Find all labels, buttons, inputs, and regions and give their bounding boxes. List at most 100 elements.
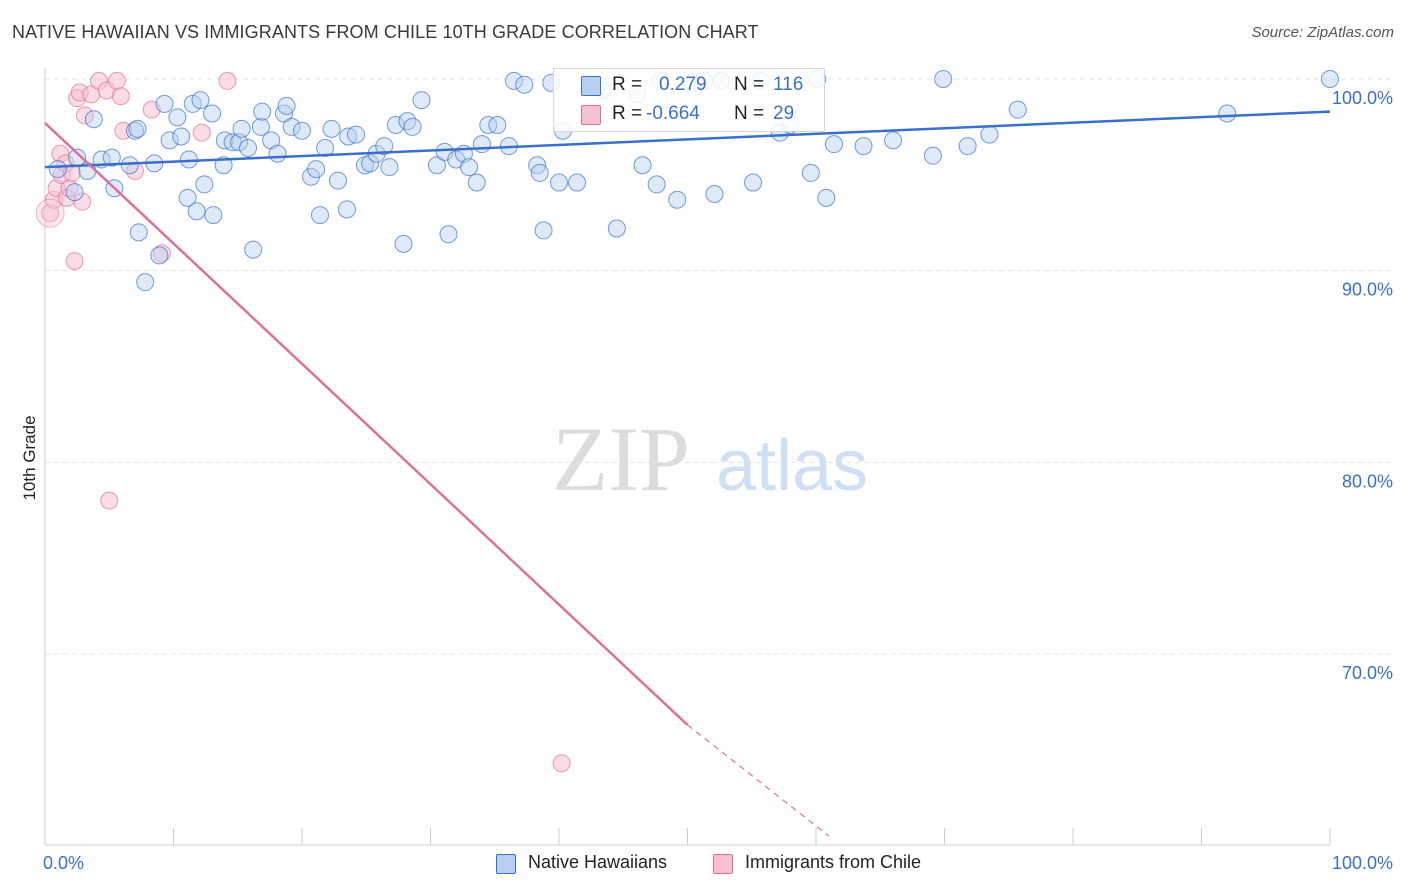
data-point-hawaiian bbox=[120, 156, 139, 175]
grid-layer bbox=[45, 78, 1392, 655]
data-point-hawaiian bbox=[884, 131, 903, 150]
data-point-hawaiian bbox=[398, 112, 417, 131]
data-point-hawaiian bbox=[647, 175, 666, 194]
data-point-hawaiian bbox=[160, 131, 179, 150]
data-point-chile bbox=[192, 123, 211, 142]
data-point-chile bbox=[552, 754, 571, 773]
data-point-hawaiian bbox=[488, 116, 507, 134]
data-point-chile bbox=[35, 198, 65, 228]
data-point-chile bbox=[218, 71, 237, 90]
data-point-hawaiian bbox=[1218, 104, 1237, 123]
data-point-hawaiian bbox=[232, 119, 251, 138]
data-point-hawaiian bbox=[65, 183, 84, 202]
legend-r-label: R = bbox=[612, 74, 643, 95]
data-point-hawaiian bbox=[439, 225, 458, 244]
data-point-hawaiian bbox=[307, 160, 326, 179]
chart-title: NATIVE HAWAIIAN VS IMMIGRANTS FROM CHILE… bbox=[12, 22, 759, 42]
y-tick-label: 100.0% bbox=[1332, 88, 1393, 108]
data-point-hawaiian bbox=[293, 121, 311, 140]
bottom-legend-swatch-pink bbox=[713, 854, 733, 874]
data-point-chile bbox=[107, 71, 126, 90]
data-point-hawaiian bbox=[239, 139, 258, 157]
data-point-hawaiian bbox=[958, 137, 977, 156]
data-point-chile bbox=[73, 192, 92, 211]
axis-layer bbox=[44, 68, 1331, 846]
legend-swatch-blue bbox=[581, 76, 601, 96]
data-point-hawaiian bbox=[607, 219, 626, 238]
watermark-atlas: atlas bbox=[716, 426, 868, 506]
data-point-hawaiian bbox=[214, 156, 233, 175]
data-point-hawaiian bbox=[150, 246, 169, 265]
data-point-hawaiian bbox=[505, 71, 524, 90]
y-tick-label: 70.0% bbox=[1342, 663, 1393, 683]
data-point-hawaiian bbox=[854, 137, 873, 156]
bottom-legend-label: Native Hawaiians bbox=[528, 852, 668, 872]
data-point-hawaiian bbox=[530, 163, 549, 182]
data-point-hawaiian bbox=[412, 91, 431, 110]
data-point-hawaiian bbox=[328, 171, 347, 190]
data-point-hawaiian bbox=[172, 127, 191, 146]
data-point-hawaiian bbox=[361, 154, 380, 173]
series-chile-points bbox=[35, 71, 571, 773]
trend-line-hawaiians bbox=[44, 110, 1331, 169]
data-point-hawaiian bbox=[923, 146, 942, 165]
data-point-hawaiian bbox=[1321, 70, 1339, 88]
legend-n-value: 116 bbox=[773, 74, 804, 95]
data-point-chile bbox=[111, 87, 130, 106]
data-point-chile bbox=[75, 106, 94, 125]
data-point-hawaiian bbox=[567, 173, 586, 192]
y-tick-label: 80.0% bbox=[1342, 471, 1393, 491]
data-point-hawaiian bbox=[744, 173, 763, 192]
data-point-hawaiian bbox=[980, 125, 999, 144]
source-label: Source: ZipAtlas.com bbox=[1251, 24, 1394, 41]
data-point-hawaiian bbox=[251, 117, 270, 136]
data-point-hawaiian bbox=[125, 121, 144, 140]
data-point-hawaiian bbox=[668, 190, 687, 209]
data-point-hawaiian bbox=[427, 156, 446, 175]
data-point-hawaiian bbox=[187, 202, 206, 221]
data-point-hawaiian bbox=[136, 273, 155, 292]
legend-r-value: 0.279 bbox=[659, 74, 707, 95]
legend-n-label: N = bbox=[734, 74, 765, 95]
data-point-hawaiian bbox=[310, 206, 329, 225]
data-point-hawaiian bbox=[467, 173, 486, 192]
trend-lines bbox=[44, 110, 1331, 837]
data-point-hawaiian bbox=[84, 110, 103, 129]
data-point-hawaiian bbox=[316, 139, 335, 157]
legend-r-label: R = bbox=[612, 103, 643, 124]
bottom-legend-swatch-blue bbox=[496, 854, 516, 874]
data-point-hawaiian bbox=[403, 117, 422, 136]
data-point-hawaiian bbox=[191, 91, 210, 110]
data-point-hawaiian bbox=[195, 175, 214, 194]
legend-row-hawaiians: R = 0.279 N = 116 bbox=[554, 71, 824, 99]
data-point-chile bbox=[152, 244, 171, 263]
bottom-legend-label: Immigrants from Chile bbox=[745, 852, 922, 872]
series-hawaiian-points bbox=[48, 70, 1339, 292]
legend-n-value: 29 bbox=[773, 103, 795, 124]
data-point-hawaiian bbox=[277, 96, 296, 115]
x-tick-label: 0.0% bbox=[43, 853, 84, 873]
data-point-hawaiian bbox=[380, 158, 399, 177]
data-point-hawaiian bbox=[534, 221, 553, 240]
data-point-hawaiian bbox=[801, 163, 820, 182]
data-point-hawaiian bbox=[337, 200, 356, 219]
legend-r-value: -0.664 bbox=[646, 103, 700, 124]
y-axis-label: 10th Grade bbox=[20, 415, 39, 500]
data-point-hawaiian bbox=[282, 117, 301, 136]
data-point-hawaiian bbox=[268, 144, 287, 163]
data-point-hawaiian bbox=[1008, 100, 1027, 119]
data-point-hawaiian bbox=[253, 102, 272, 121]
data-point-hawaiian bbox=[230, 133, 249, 152]
data-point-chile bbox=[100, 491, 119, 510]
data-point-hawaiian bbox=[203, 104, 222, 123]
legend-n-label: N = bbox=[734, 103, 765, 124]
data-point-hawaiian bbox=[375, 137, 394, 156]
data-point-hawaiian bbox=[244, 240, 263, 259]
data-point-hawaiian bbox=[168, 108, 187, 127]
data-point-hawaiian bbox=[339, 127, 358, 146]
data-point-hawaiian bbox=[817, 188, 836, 207]
stats-legend: R = 0.279 N = 116 R = -0.664 N = 29 bbox=[553, 68, 825, 132]
data-point-hawaiian bbox=[633, 156, 652, 175]
data-point-hawaiian bbox=[215, 131, 234, 150]
trend-line-chile bbox=[44, 122, 689, 726]
